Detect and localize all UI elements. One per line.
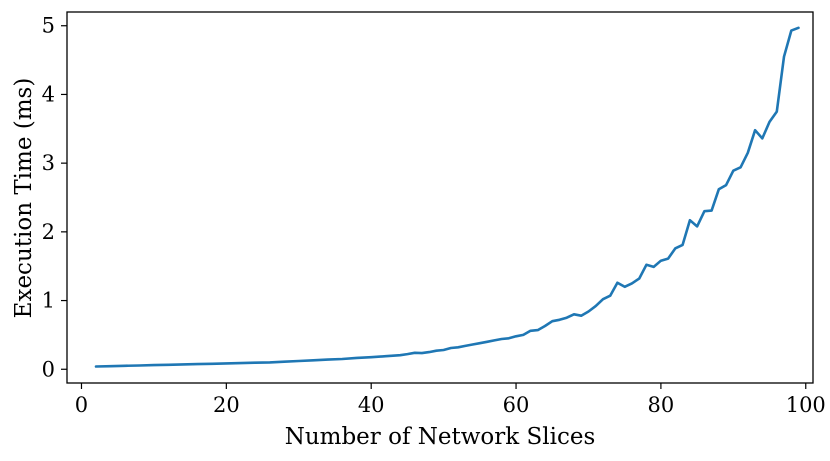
y-tick-label: 4 bbox=[42, 82, 55, 106]
y-axis-ticks: 0 1 2 3 4 5 bbox=[42, 14, 67, 381]
x-tick-label: 80 bbox=[648, 393, 675, 417]
y-tick-label: 3 bbox=[42, 151, 55, 175]
x-tick-label: 0 bbox=[75, 393, 88, 417]
y-tick-label: 1 bbox=[42, 289, 55, 313]
x-tick-label: 60 bbox=[503, 393, 530, 417]
x-tick-label: 100 bbox=[786, 393, 826, 417]
x-axis-ticks: 0 20 40 60 80 100 bbox=[75, 383, 826, 417]
y-tick-label: 0 bbox=[42, 357, 55, 381]
y-tick-label: 5 bbox=[42, 14, 55, 38]
x-tick-label: 40 bbox=[358, 393, 385, 417]
plot-frame bbox=[66, 11, 814, 384]
x-axis-label: Number of Network Slices bbox=[285, 424, 596, 450]
y-axis-label: Execution Time (ms) bbox=[11, 78, 37, 319]
x-tick-label: 20 bbox=[213, 393, 240, 417]
series-line bbox=[94, 26, 800, 368]
y-tick-label: 2 bbox=[42, 220, 55, 244]
